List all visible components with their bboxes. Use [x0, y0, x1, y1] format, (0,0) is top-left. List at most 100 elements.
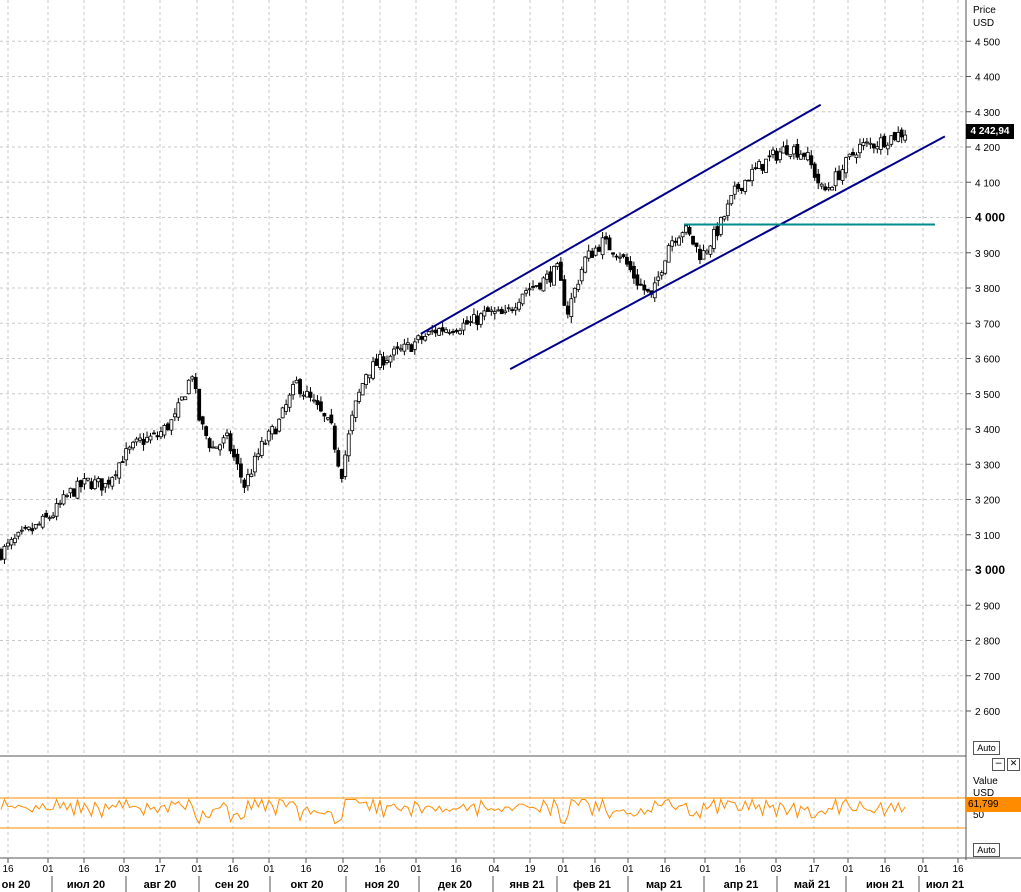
candle-body [179, 396, 184, 401]
candle-body [61, 494, 66, 505]
candle-body [40, 515, 45, 528]
candle-body [145, 436, 149, 443]
candle-body [319, 401, 323, 412]
candle-body [51, 515, 56, 518]
candle-body [732, 185, 737, 195]
price-tick-label: 2 800 [975, 637, 1000, 648]
candle-body [9, 539, 14, 546]
candle-body [791, 146, 796, 155]
candle-body [200, 416, 205, 425]
candle-body [301, 394, 306, 397]
candle-body [68, 487, 73, 494]
candle-body [416, 335, 421, 341]
price-tick-label: 4 100 [975, 178, 1000, 189]
candle-body [186, 379, 191, 395]
oscillator-line [0, 797, 906, 825]
candle-body [65, 495, 69, 497]
candle-body [698, 248, 702, 261]
candle-body [684, 225, 688, 233]
candle-body [882, 135, 887, 148]
candle-body [826, 187, 831, 190]
candle-body [291, 384, 295, 396]
month-label: сен 20 [215, 879, 249, 891]
price-tick-label: 3 200 [975, 496, 1000, 507]
candle-body [638, 283, 643, 286]
month-label: янв 21 [509, 879, 544, 891]
month-label: дек 20 [438, 879, 472, 891]
candle-body [774, 150, 779, 161]
candle-body [273, 428, 278, 435]
candle-body [618, 256, 622, 259]
date-day-label: 16 [952, 864, 964, 875]
osc-auto-scale-button[interactable]: Auto [973, 843, 1000, 857]
candle-body [162, 425, 167, 436]
candle-body [833, 171, 838, 187]
candle-body [746, 179, 751, 182]
candle-body [795, 144, 800, 158]
candle-body [451, 331, 455, 333]
price-tick-label: 3 100 [975, 531, 1000, 542]
candle-body [830, 186, 835, 191]
candle-body [576, 283, 581, 290]
candle-body [294, 379, 299, 384]
candle-body [708, 245, 713, 255]
minimize-panel-icon[interactable]: − [992, 758, 1005, 771]
candle-body [30, 528, 35, 532]
candle-body [82, 478, 87, 485]
candle-body [127, 446, 132, 450]
candle-body [489, 309, 494, 312]
candle-body [312, 399, 316, 402]
price-tick-label: 4 400 [975, 73, 1000, 84]
candle-body [527, 288, 532, 291]
candle-body [569, 298, 574, 317]
candle-body [270, 426, 275, 435]
candle-body [245, 474, 250, 487]
candle-body [371, 361, 375, 379]
candle-body [33, 524, 38, 529]
candle-body [339, 468, 344, 479]
candle-body [757, 161, 761, 169]
candle-body [176, 402, 181, 418]
candle-body [183, 396, 188, 401]
date-day-label: 01 [191, 864, 203, 875]
date-day-label: 16 [589, 864, 601, 875]
candle-body [152, 432, 156, 435]
month-label: ноя 20 [365, 879, 400, 891]
candle-body [159, 431, 163, 438]
candle-body [26, 526, 31, 530]
price-tick-label: 3 600 [975, 355, 1000, 366]
auto-scale-button[interactable]: Auto [973, 741, 1000, 755]
candle-body [266, 430, 271, 442]
candle-body [562, 279, 567, 306]
candle-body [621, 254, 626, 258]
price-axis: 4 500 4 400 4 300 4 200 4 100 4 000 3 900 3 800… [966, 37, 1005, 718]
candle-body [169, 419, 174, 431]
candle-body [287, 394, 292, 408]
candle-body [325, 417, 330, 420]
candle-body [99, 478, 104, 491]
candle-body [75, 480, 80, 499]
candle-body [23, 526, 28, 529]
candle-body [332, 425, 337, 450]
price-tick-label: 3 900 [975, 249, 1000, 260]
candle-body [378, 353, 382, 368]
candle-body [298, 379, 302, 395]
candle-body [322, 413, 327, 417]
candle-body [402, 343, 407, 352]
osc-axis-tick: 50 [973, 810, 985, 821]
candle-body [277, 418, 282, 432]
candle-body [165, 423, 170, 431]
candle-body [896, 131, 901, 142]
candle-body [715, 226, 720, 237]
candle-body [193, 376, 198, 390]
candle-body [788, 154, 793, 157]
date-day-label: 04 [488, 864, 500, 875]
close-panel-icon[interactable]: ✕ [1007, 758, 1020, 771]
candle-body [885, 144, 890, 150]
candle-body [117, 462, 122, 479]
candle-body [113, 474, 118, 477]
candle-body [558, 261, 563, 281]
candle-body [465, 320, 469, 325]
candle-body [607, 237, 612, 251]
